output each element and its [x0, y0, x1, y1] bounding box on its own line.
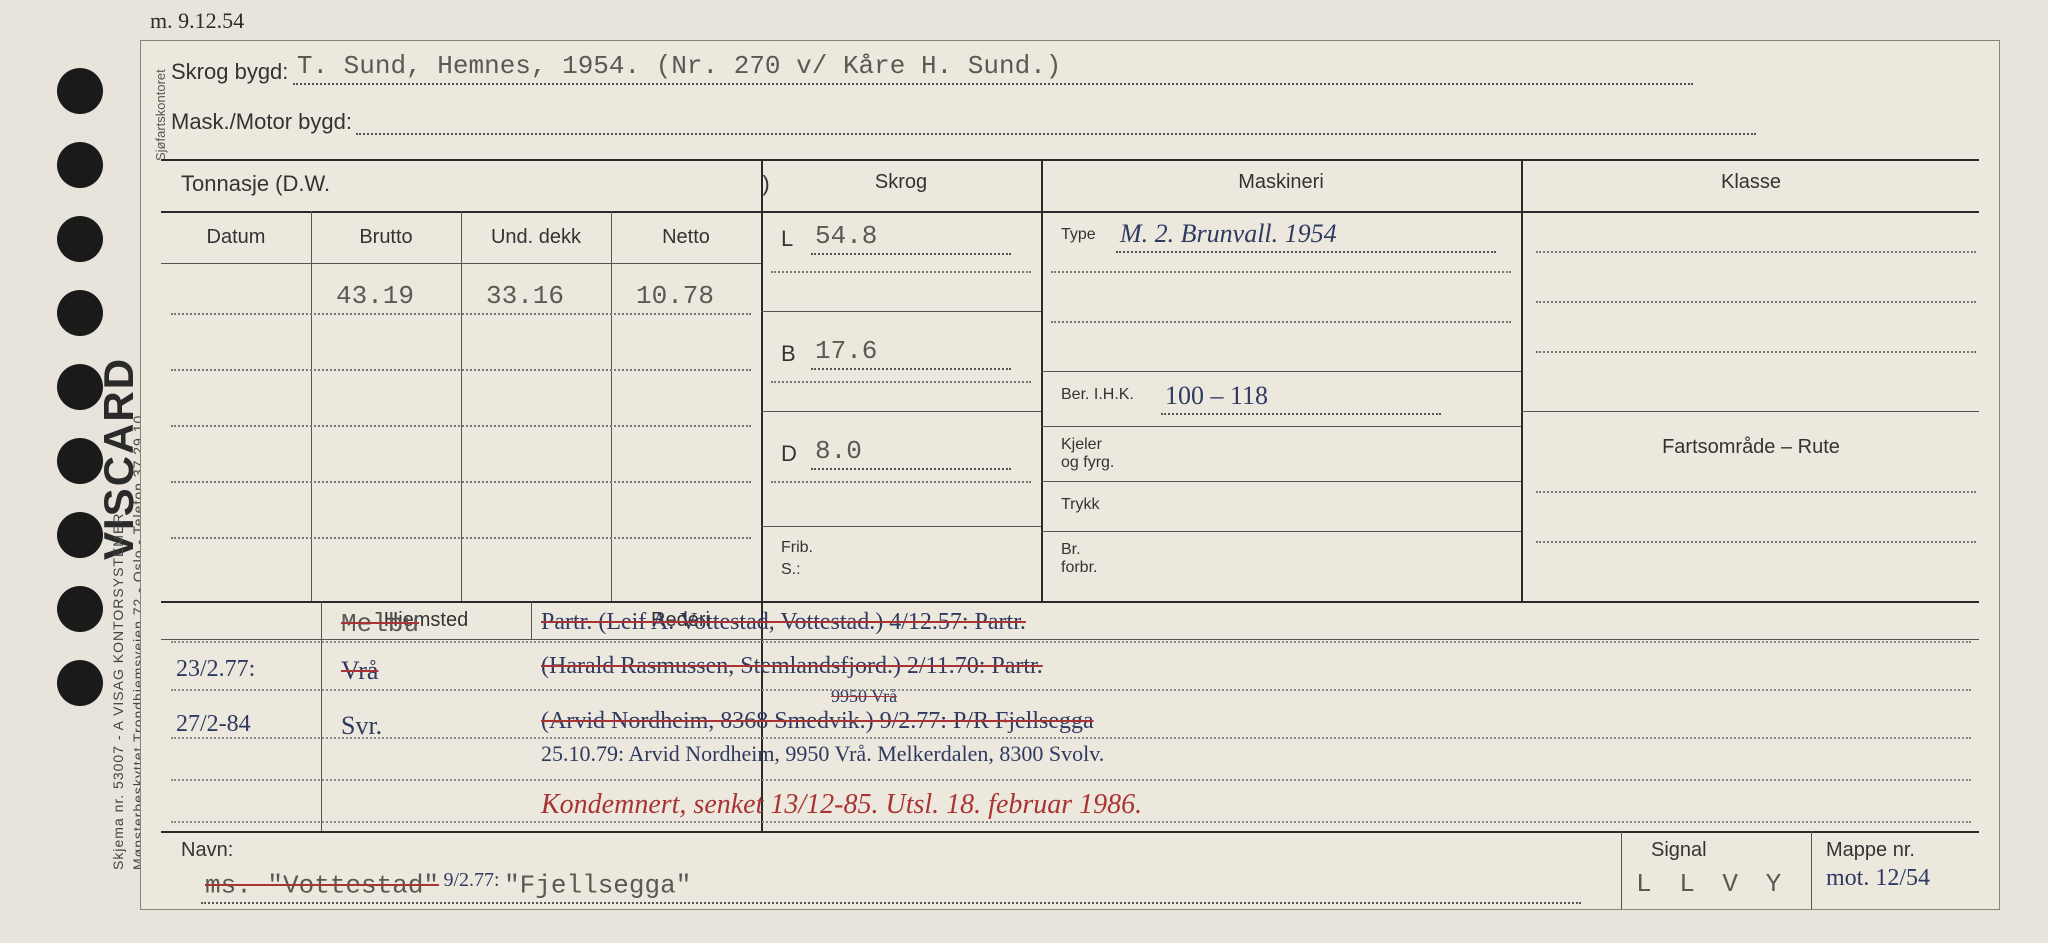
red3sub: 25.10.79: Arvid Nordheim, 9950 Vrå. Melk… — [541, 741, 1104, 767]
motor-bygd-label: Mask./Motor bygd: — [171, 109, 352, 134]
index-card: Sjøfartskontoret Skrog bygd: T. Sund, He… — [140, 40, 2000, 910]
val-und: 33.16 — [486, 281, 564, 311]
date2: 23/2.77: — [176, 656, 255, 683]
type-value: M. 2. Brunvall. 1954 — [1116, 219, 1496, 253]
B-value: 17.6 — [811, 336, 1011, 370]
skrog-bygd-value: T. Sund, Hemnes, 1954. (Nr. 270 v/ Kåre … — [293, 51, 1693, 85]
hj1: Melbu — [341, 609, 419, 639]
klasse-title: Klasse — [1521, 171, 1981, 194]
navn-label: Navn: — [181, 839, 233, 862]
navn-date: 9/2.77: — [444, 869, 500, 891]
col-datum: Datum — [161, 226, 311, 249]
D-value: 8.0 — [811, 436, 1011, 470]
date3: 27/2-84 — [176, 711, 251, 738]
mappe-label: Mappe nr. — [1826, 839, 1915, 862]
red2: (Harald Rasmussen, Stemlandsfjord.) 2/11… — [541, 653, 1043, 680]
sjofart-label: Sjøfartskontoret — [153, 69, 168, 161]
navn-new: "Fjellsegga" — [504, 870, 691, 900]
kondemnert-note: Kondemnert, senket 13/12-85. Utsl. 18. f… — [541, 789, 1142, 821]
col-netto: Netto — [611, 226, 761, 249]
type-label: Type — [1061, 226, 1096, 244]
ber-value: 100 – 118 — [1161, 381, 1441, 415]
side-imprint-a: Skjema nr. 53007 - A VISAG KONTORSYSTEME… — [110, 513, 126, 870]
signal-label: Signal — [1651, 839, 1707, 862]
col-und: Und. dekk — [461, 226, 611, 249]
maskineri-title: Maskineri — [1041, 171, 1521, 194]
L-value: 54.8 — [811, 221, 1011, 255]
frib-label: Frib. — [781, 539, 813, 557]
farts-label: Fartsområde – Rute — [1521, 436, 1981, 459]
tonnasje-title: Tonnasje (D.W. ) — [181, 171, 770, 197]
ber-label: Ber. I.H.K. — [1061, 386, 1134, 404]
kjeler-label: Kjeler og fyrg. — [1061, 436, 1114, 472]
B-label: B — [781, 341, 796, 367]
skrog-bygd-label: Skrog bygd: — [171, 59, 288, 84]
D-label: D — [781, 441, 797, 467]
val-brutto: 43.19 — [336, 281, 414, 311]
red3: (Arvid Nordheim, 8368 Smedvik.) 9/2.77: … — [541, 708, 1094, 735]
trykk-label: Trykk — [1061, 496, 1100, 514]
motor-bygd-value — [356, 131, 1756, 135]
hj2: Vrå — [341, 656, 378, 686]
red1: Partr. (Leif A. Vottestad, Vottestad.) 4… — [541, 609, 1026, 636]
skrog-title: Skrog — [761, 171, 1041, 194]
signal-value: L L V Y — [1636, 869, 1787, 899]
val-netto: 10.78 — [636, 281, 714, 311]
L-label: L — [781, 226, 793, 252]
margin-note-1: m. 9.12.54 — [150, 8, 244, 34]
mappe-value: mot. 12/54 — [1826, 865, 1930, 892]
S-label: S.: — [781, 561, 801, 579]
br-label: Br. forbr. — [1061, 541, 1097, 577]
col-brutto: Brutto — [311, 226, 461, 249]
navn-pre: ms. "Vottestad" — [205, 870, 439, 900]
